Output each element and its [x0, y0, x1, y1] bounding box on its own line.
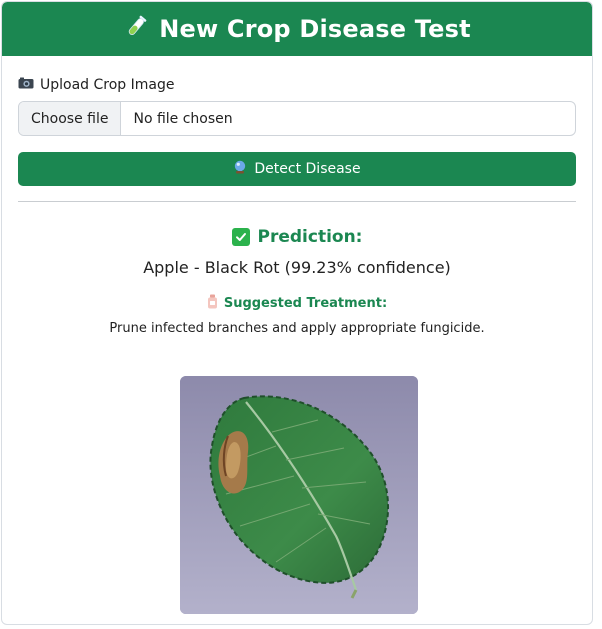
card-body: Upload Crop Image Choose file No file ch…: [2, 75, 592, 339]
prediction-heading-text: Prediction:: [257, 227, 363, 247]
divider: [18, 201, 576, 202]
treatment-heading-text: Suggested Treatment:: [223, 295, 388, 311]
camera-icon: [18, 76, 34, 94]
detect-disease-label: Detect Disease: [254, 161, 361, 177]
treatment-text: Prune infected branches and apply approp…: [109, 321, 485, 336]
choose-file-button[interactable]: Choose file: [19, 102, 122, 135]
test-tube-icon: [123, 14, 149, 44]
result-section: Prediction: Apple - Black Rot (99.23% co…: [18, 226, 576, 339]
crystal-ball-icon: [233, 160, 247, 178]
disease-test-card: New Crop Disease Test Upload Crop Image …: [1, 1, 593, 625]
medicine-bottle-icon: [207, 294, 218, 313]
upload-label: Upload Crop Image: [18, 75, 576, 95]
card-header: New Crop Disease Test: [2, 2, 592, 56]
page-title: New Crop Disease Test: [159, 15, 471, 43]
file-input[interactable]: Choose file No file chosen: [18, 101, 576, 136]
check-mark-icon: [231, 228, 250, 246]
upload-label-text: Upload Crop Image: [40, 77, 175, 93]
crop-image-preview: [180, 376, 418, 614]
prediction-result: Apple - Black Rot (99.23% confidence): [143, 258, 451, 277]
prediction-heading: Prediction:: [18, 226, 576, 248]
detect-disease-button[interactable]: Detect Disease: [18, 152, 576, 186]
treatment-heading: Suggested Treatment:: [18, 294, 576, 312]
file-status: No file chosen: [133, 110, 233, 127]
